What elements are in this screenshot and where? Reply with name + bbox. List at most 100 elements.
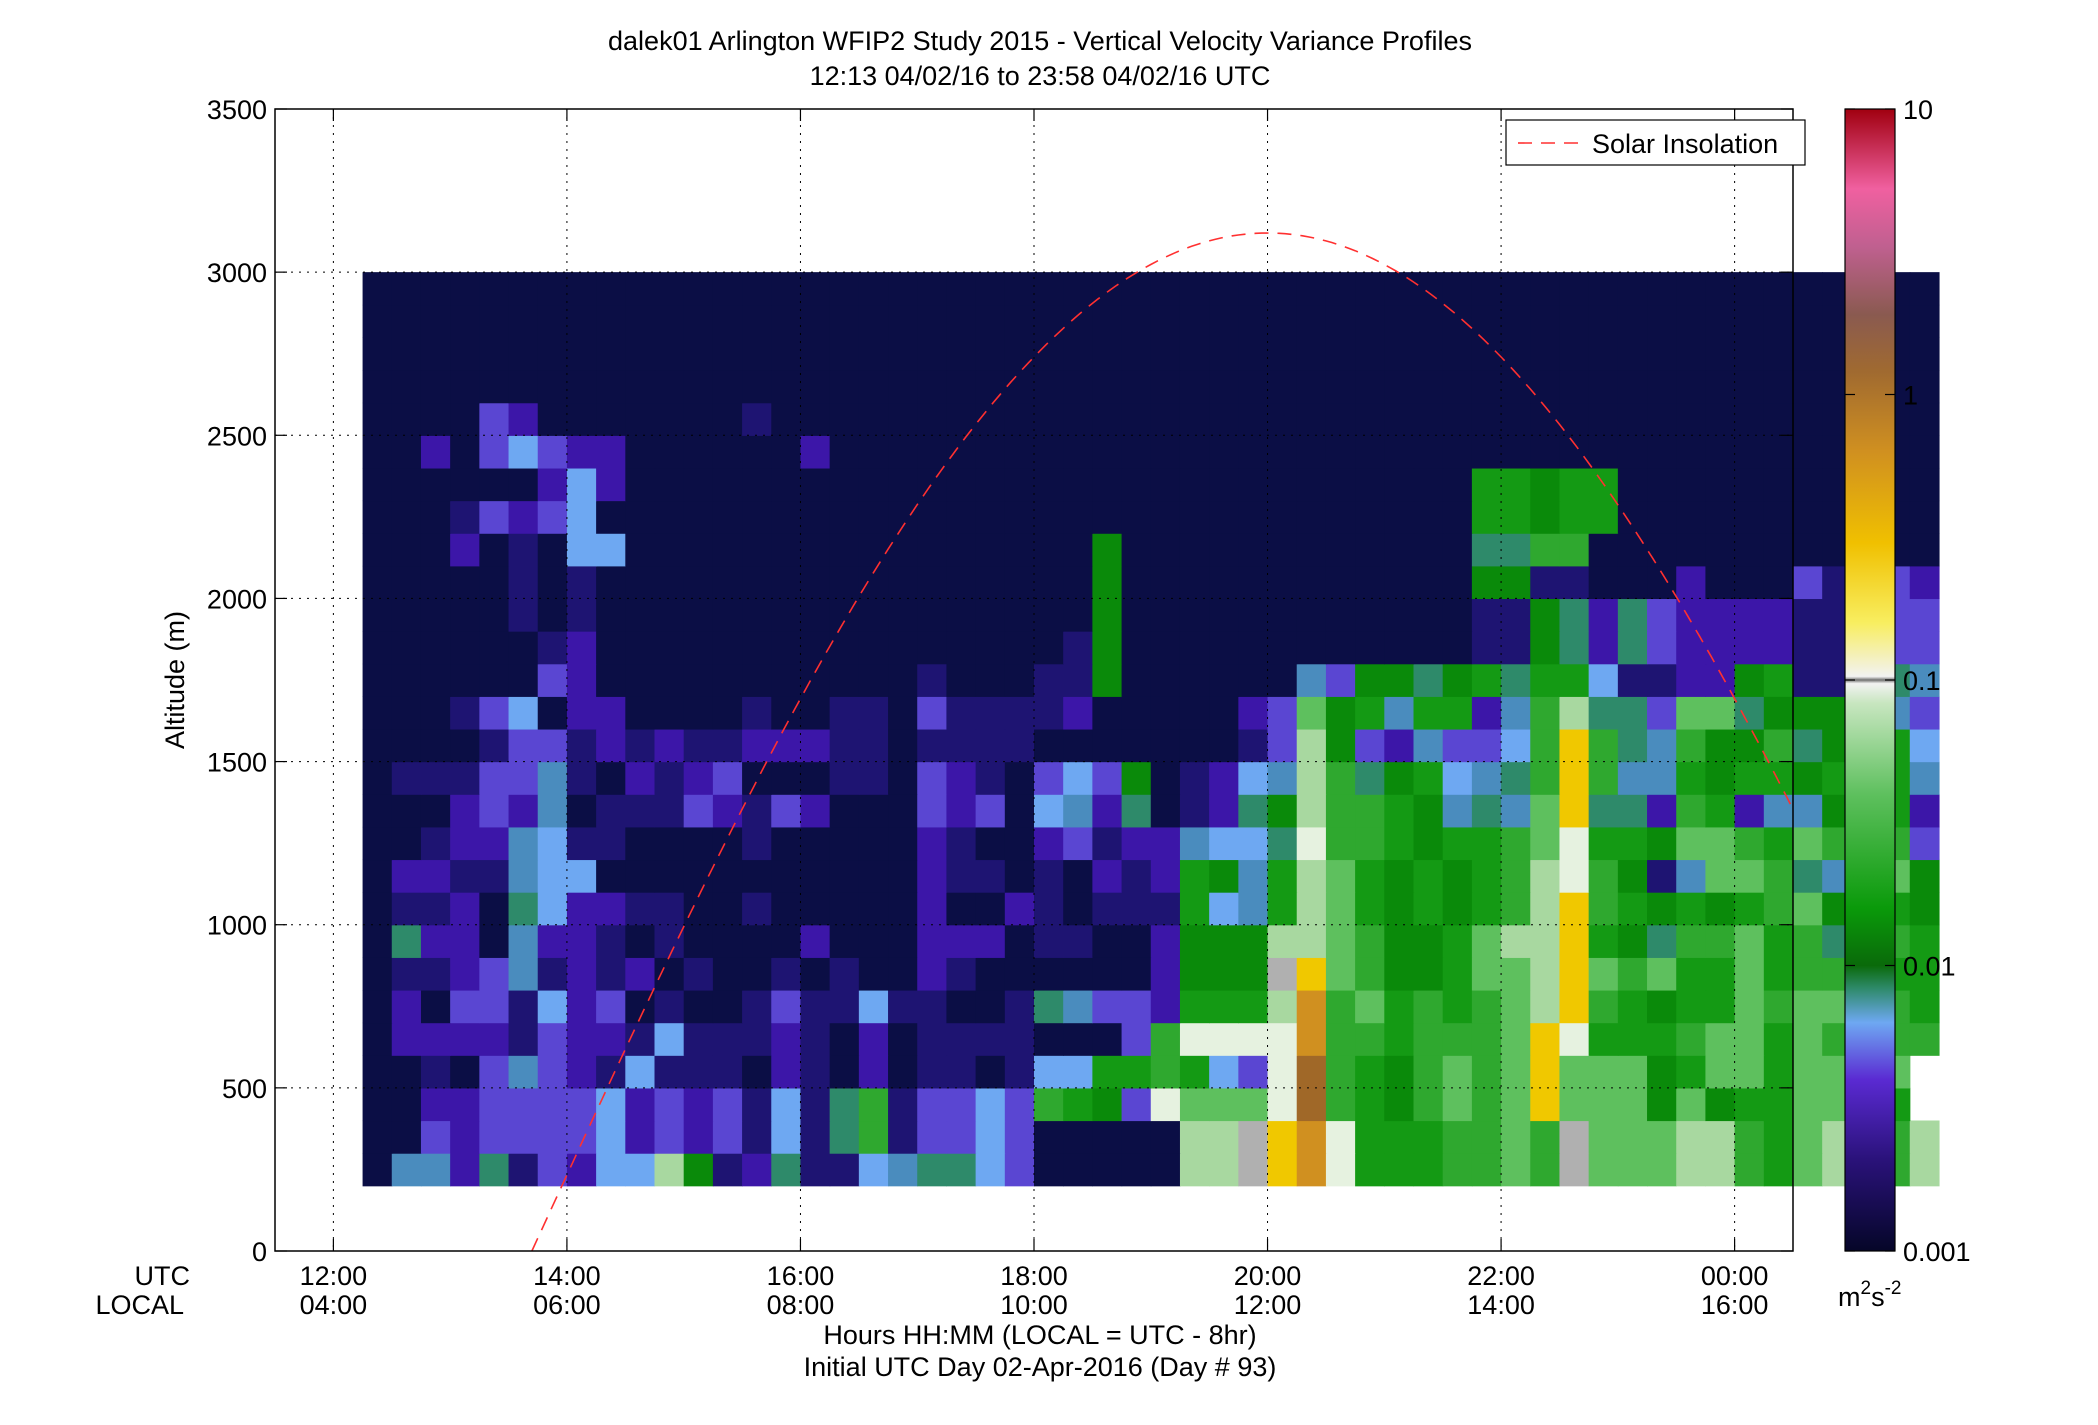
heatmap-cell [888,598,918,632]
heatmap-cell [625,1055,656,1089]
heatmap-cell [771,892,802,926]
heatmap-cell [1501,598,1531,632]
heatmap-cell [391,337,422,371]
heatmap-cell [362,1055,393,1089]
heatmap-cell [1793,1153,1823,1187]
heatmap-cell [1384,696,1415,730]
heatmap-cell [742,794,772,828]
heatmap-cell [1676,663,1707,697]
heatmap-cell [537,598,568,632]
heatmap-cell [888,859,918,893]
heatmap-cell [1121,598,1152,632]
heatmap-cell [829,337,860,371]
heatmap-cell [566,435,597,469]
heatmap-cell [1793,402,1823,436]
heatmap-cell [858,892,889,926]
heatmap-cell [1004,794,1035,828]
heatmap-cell [1355,1022,1385,1056]
heatmap-cell [1325,1022,1356,1056]
heatmap-cell [1355,859,1385,893]
heatmap-cell [1647,1087,1677,1122]
heatmap-cell [683,826,714,861]
heatmap-cell [1501,924,1531,958]
heatmap-cell [1559,761,1590,795]
heatmap-cell [362,631,393,665]
heatmap-cell [1647,826,1677,861]
heatmap-cell [1238,370,1269,404]
heatmap-cell [800,1153,831,1187]
heatmap-cell [917,435,948,469]
heatmap-cell [420,467,451,502]
heatmap-cell [712,696,743,730]
heatmap-cell [1471,1022,1502,1056]
heatmap-cell [1179,826,1210,861]
heatmap-cell [1384,892,1415,926]
heatmap-cell [362,696,393,730]
heatmap-cell [858,728,889,763]
heatmap-cell [450,892,480,926]
heatmap-cell [1763,435,1794,469]
heatmap-cell [596,1087,626,1122]
heatmap-cell [1238,892,1269,926]
heatmap-cell [1734,892,1765,926]
heatmap-cell [975,598,1006,632]
heatmap-cell [1413,1120,1444,1154]
heatmap-cell [1238,1120,1269,1154]
heatmap-cell [566,989,597,1024]
heatmap-cell [888,1055,918,1089]
heatmap-cell [1559,859,1590,893]
heatmap-cell [1530,467,1561,502]
x-tick-label-local: 14:00 [1467,1290,1535,1320]
heatmap-cell [1909,1120,1940,1154]
heatmap-cell [1734,728,1765,763]
heatmap-cell [1355,272,1385,306]
heatmap-cell [1501,435,1531,469]
heatmap-cell [800,402,831,436]
heatmap-cell [625,304,656,338]
heatmap-cell [625,1120,656,1154]
heatmap-cell [1909,1153,1940,1187]
heatmap-cell [1355,957,1385,991]
heatmap-cell [508,794,539,828]
heatmap-cell [1238,598,1269,632]
heatmap-cell [391,467,422,502]
heatmap-cell [1209,1120,1239,1154]
heatmap-cell [1296,892,1327,926]
heatmap-cell [1530,924,1561,958]
heatmap-cell [1034,924,1064,958]
heatmap-cell [917,304,948,338]
heatmap-cell [1647,1055,1677,1089]
heatmap-cell [917,761,948,795]
heatmap-cell [1384,631,1415,665]
heatmap-cell [771,826,802,861]
heatmap-cell [800,728,831,763]
y-tick-label: 2000 [207,584,267,614]
heatmap-cell [1588,370,1619,404]
heatmap-cell [1179,957,1210,991]
heatmap-cell [858,500,889,534]
heatmap-cell [1034,565,1064,600]
heatmap-cell [362,370,393,404]
heatmap-cell [712,337,743,371]
heatmap-cell [1296,1087,1327,1122]
heatmap-cell [537,631,568,665]
heatmap-cell [800,272,831,306]
heatmap-cell [742,826,772,861]
heatmap-cell [975,859,1006,893]
heatmap-cell [362,304,393,338]
heatmap-cell [1238,631,1269,665]
heatmap-cell [1676,304,1707,338]
heatmap-cell [1501,794,1531,828]
heatmap-cell [1471,924,1502,958]
heatmap-cell [1092,598,1123,632]
heatmap-cell [537,533,568,567]
heatmap-cell [1763,1022,1794,1056]
heatmap-cell [1647,924,1677,958]
heatmap-cell [1442,272,1473,306]
heatmap-cell [1647,859,1677,893]
heatmap-cell [1267,565,1298,600]
heatmap-cell [946,728,977,763]
heatmap-cell [1530,598,1561,632]
heatmap-cell [1179,533,1210,567]
heatmap-cell [1442,533,1473,567]
